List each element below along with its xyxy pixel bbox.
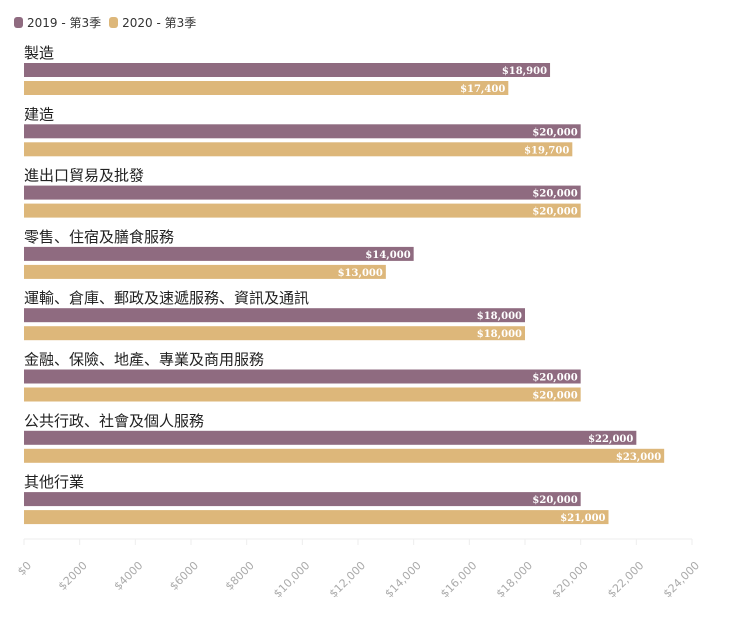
bar	[24, 308, 525, 323]
bar	[24, 81, 509, 95]
category-label: 零售、住宿及膳食服務	[24, 228, 174, 246]
data-label: $22,000	[588, 434, 633, 445]
data-label: $20,000	[532, 189, 577, 200]
bar	[24, 492, 581, 507]
bar	[24, 430, 637, 445]
category-label: 金融、保險、地產、專業及商用服務	[24, 351, 264, 369]
category-label: 其他行業	[24, 473, 84, 491]
data-label: $18,900	[502, 66, 547, 77]
x-tick-label: $18,000	[494, 559, 535, 600]
data-label: $13,000	[338, 268, 383, 279]
data-label: $20,000	[532, 127, 577, 138]
x-tick-label: $20,000	[549, 559, 590, 600]
bar	[24, 264, 386, 279]
data-label: $14,000	[365, 250, 410, 261]
x-tick-label: $24,000	[661, 559, 702, 600]
legend-item-2019[interactable]: 2019 - 第3季	[14, 14, 101, 31]
x-tick-label: $6000	[167, 559, 201, 593]
bar	[24, 369, 581, 384]
data-label: $18,000	[477, 311, 522, 322]
legend: 2019 - 第3季 2020 - 第3季	[14, 14, 204, 31]
bar	[24, 63, 551, 77]
bar	[24, 142, 573, 157]
data-label: $18,000	[477, 329, 522, 340]
x-tick-label: $14,000	[382, 559, 423, 600]
bar	[24, 510, 609, 525]
x-tick-label: $2000	[56, 559, 90, 593]
category-label: 建造	[24, 105, 54, 123]
category-label: 運輸、倉庫、郵政及速遞服務、資訊及通訊	[24, 289, 309, 307]
x-tick-label: $12,000	[327, 559, 368, 600]
x-tick-label: $0	[15, 559, 34, 578]
data-label: $20,000	[532, 391, 577, 402]
data-label: $21,000	[560, 513, 605, 524]
x-tick-label: $8000	[223, 559, 257, 593]
data-label: $20,000	[532, 495, 577, 506]
data-label: $23,000	[616, 452, 661, 463]
category-label: 公共行政、社會及個人服務	[24, 412, 204, 430]
bar	[24, 203, 581, 218]
legend-swatch	[109, 17, 119, 28]
data-label: $20,000	[532, 373, 577, 384]
data-label: $17,400	[460, 84, 505, 95]
legend-label: 2020 - 第3季	[122, 16, 197, 30]
x-tick-label: $4000	[112, 559, 146, 593]
category-label: 製造	[24, 44, 54, 62]
bar	[24, 185, 581, 200]
legend-swatch	[14, 17, 23, 28]
category-label: 進出口貿易及批發	[24, 167, 144, 185]
bar	[24, 326, 525, 341]
data-label: $19,700	[524, 145, 569, 156]
bar	[24, 124, 581, 139]
x-tick-label: $22,000	[605, 559, 646, 600]
data-label: $20,000	[532, 207, 577, 218]
bar	[24, 246, 414, 261]
legend-label: 2019 - 第3季	[27, 16, 102, 30]
x-tick-label: $16,000	[438, 559, 479, 600]
bar	[24, 448, 665, 463]
legend-item-2020[interactable]: 2020 - 第3季	[109, 14, 196, 31]
x-tick-label: $10,000	[271, 559, 312, 600]
bar	[24, 387, 581, 402]
